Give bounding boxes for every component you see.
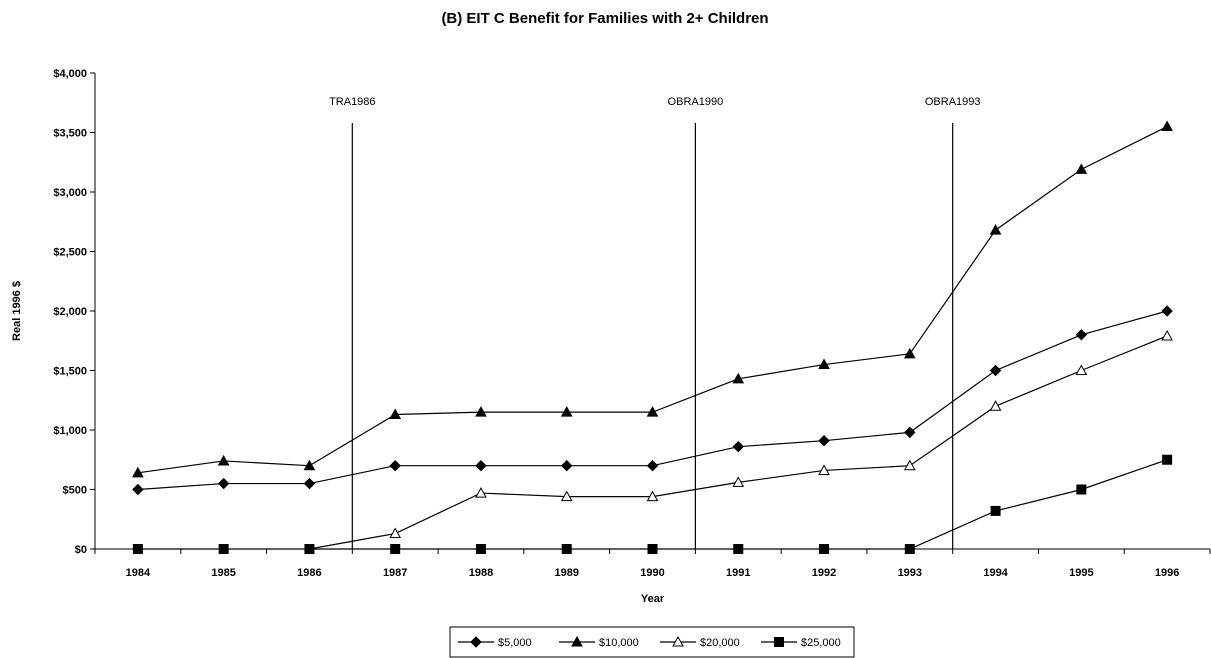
data-point-10000 — [303, 459, 316, 471]
data-point-20000 — [389, 527, 402, 539]
y-tick-label: $3,000 — [53, 187, 87, 199]
data-point-5000 — [646, 459, 659, 472]
data-point-10000 — [989, 224, 1002, 235]
y-tick-label: $2,500 — [53, 247, 87, 259]
x-tick-label: 1991 — [726, 567, 750, 579]
plot-frame — [94, 73, 1210, 550]
x-axis-ticks: 1984 1985 1986 1987 1988 1989 1990 1991 1992 1993… — [94, 549, 1211, 579]
data-point-20000 — [732, 476, 745, 487]
x-tick-label: 1990 — [640, 567, 664, 579]
x-tick-label: 1993 — [898, 567, 922, 579]
x-tick-label: 1992 — [812, 567, 836, 579]
data-point-10000 — [389, 408, 402, 420]
data-point-20000 — [989, 400, 1002, 411]
y-tick-label: $1,000 — [53, 425, 87, 437]
series-line-25000 — [137, 459, 1168, 550]
policy-event-lines: TRA1986 OBRA1990 OBRA1993 — [329, 96, 981, 549]
x-tick-label: 1994 — [983, 567, 1008, 579]
data-point-5000 — [904, 426, 916, 439]
data-point-20000 — [818, 464, 830, 475]
y-tick-label: $3,500 — [53, 128, 87, 140]
y-axis-label: Real 1996 $ — [11, 281, 23, 341]
legend-label-25000: $25,000 — [801, 637, 841, 649]
series-markers — [132, 120, 1173, 554]
data-point-20000 — [1075, 364, 1088, 375]
x-tick-label: 1996 — [1155, 567, 1179, 579]
data-point-25000 — [1076, 484, 1087, 495]
x-tick-label: 1989 — [554, 567, 578, 579]
y-tick-label: $1,500 — [53, 366, 87, 378]
y-tick-label: $0 — [75, 544, 87, 556]
chart-title: (B) EIT C Benefit for Families with 2+ C… — [441, 10, 768, 27]
data-point-20000 — [1161, 329, 1173, 341]
x-tick-label: 1995 — [1069, 567, 1093, 579]
data-point-5000 — [1161, 305, 1173, 317]
legend-label-20000: $20,000 — [700, 637, 740, 649]
data-point-5000 — [989, 364, 1002, 377]
data-point-20000 — [646, 490, 659, 502]
legend-marker-20000 — [672, 635, 684, 647]
legend-marker-25000 — [774, 637, 784, 647]
data-point-5000 — [561, 459, 573, 472]
y-axis-ticks: $0 $500 $1,000 $1,500 $2,000 $2,500 $3,000 $3,5… — [53, 68, 95, 556]
data-point-5000 — [132, 483, 144, 496]
legend-marker-10000 — [571, 635, 583, 647]
series-line-10000 — [137, 126, 1168, 474]
data-point-10000 — [818, 358, 830, 370]
data-point-20000 — [560, 490, 573, 502]
data-point-25000 — [1162, 454, 1173, 465]
data-point-5000 — [217, 477, 230, 490]
data-point-10000 — [132, 466, 144, 478]
data-point-25000 — [819, 544, 830, 554]
data-point-5000 — [303, 477, 316, 490]
data-point-5000 — [732, 440, 744, 453]
x-tick-label: 1986 — [297, 567, 321, 579]
data-point-10000 — [475, 406, 487, 417]
event-label: OBRA1993 — [925, 96, 981, 108]
data-point-25000 — [561, 544, 572, 554]
data-point-25000 — [132, 544, 143, 554]
data-point-5000 — [475, 459, 487, 472]
series-line-20000 — [394, 335, 1168, 535]
data-point-10000 — [732, 372, 745, 384]
y-tick-label: $4,000 — [53, 68, 87, 80]
event-label: OBRA1990 — [668, 96, 724, 108]
data-point-25000 — [904, 544, 915, 554]
legend-label-5000: $5,000 — [498, 637, 532, 649]
data-point-20000 — [903, 459, 916, 471]
data-point-5000 — [818, 435, 830, 447]
data-point-25000 — [475, 544, 486, 554]
y-tick-label: $2,000 — [53, 306, 87, 318]
legend-label-10000: $10,000 — [599, 637, 639, 649]
data-point-25000 — [390, 544, 401, 554]
x-tick-label: 1987 — [383, 567, 407, 579]
data-point-20000 — [475, 487, 487, 498]
data-point-10000 — [646, 406, 659, 417]
data-point-25000 — [990, 505, 1001, 516]
x-tick-label: 1988 — [469, 567, 493, 579]
data-point-10000 — [217, 454, 230, 466]
data-point-5000 — [389, 459, 401, 472]
y-tick-label: $500 — [63, 485, 87, 497]
data-point-5000 — [1075, 329, 1088, 341]
data-point-25000 — [218, 544, 229, 554]
event-label: TRA1986 — [329, 96, 375, 108]
series-line-20000 — [309, 532, 396, 550]
x-axis-label: Year — [641, 593, 665, 605]
data-point-25000 — [733, 544, 744, 554]
data-point-10000 — [903, 347, 916, 359]
data-point-25000 — [647, 544, 658, 554]
x-tick-label: 1985 — [211, 567, 235, 579]
data-point-10000 — [1075, 163, 1088, 174]
data-point-25000 — [304, 544, 315, 554]
legend: $5,000 $10,000 $20,000 $25,000 — [449, 626, 855, 658]
legend-marker-5000 — [470, 636, 482, 648]
data-point-10000 — [560, 406, 573, 417]
series-lines — [137, 126, 1168, 550]
data-point-10000 — [1161, 120, 1173, 132]
x-tick-label: 1984 — [126, 567, 151, 579]
